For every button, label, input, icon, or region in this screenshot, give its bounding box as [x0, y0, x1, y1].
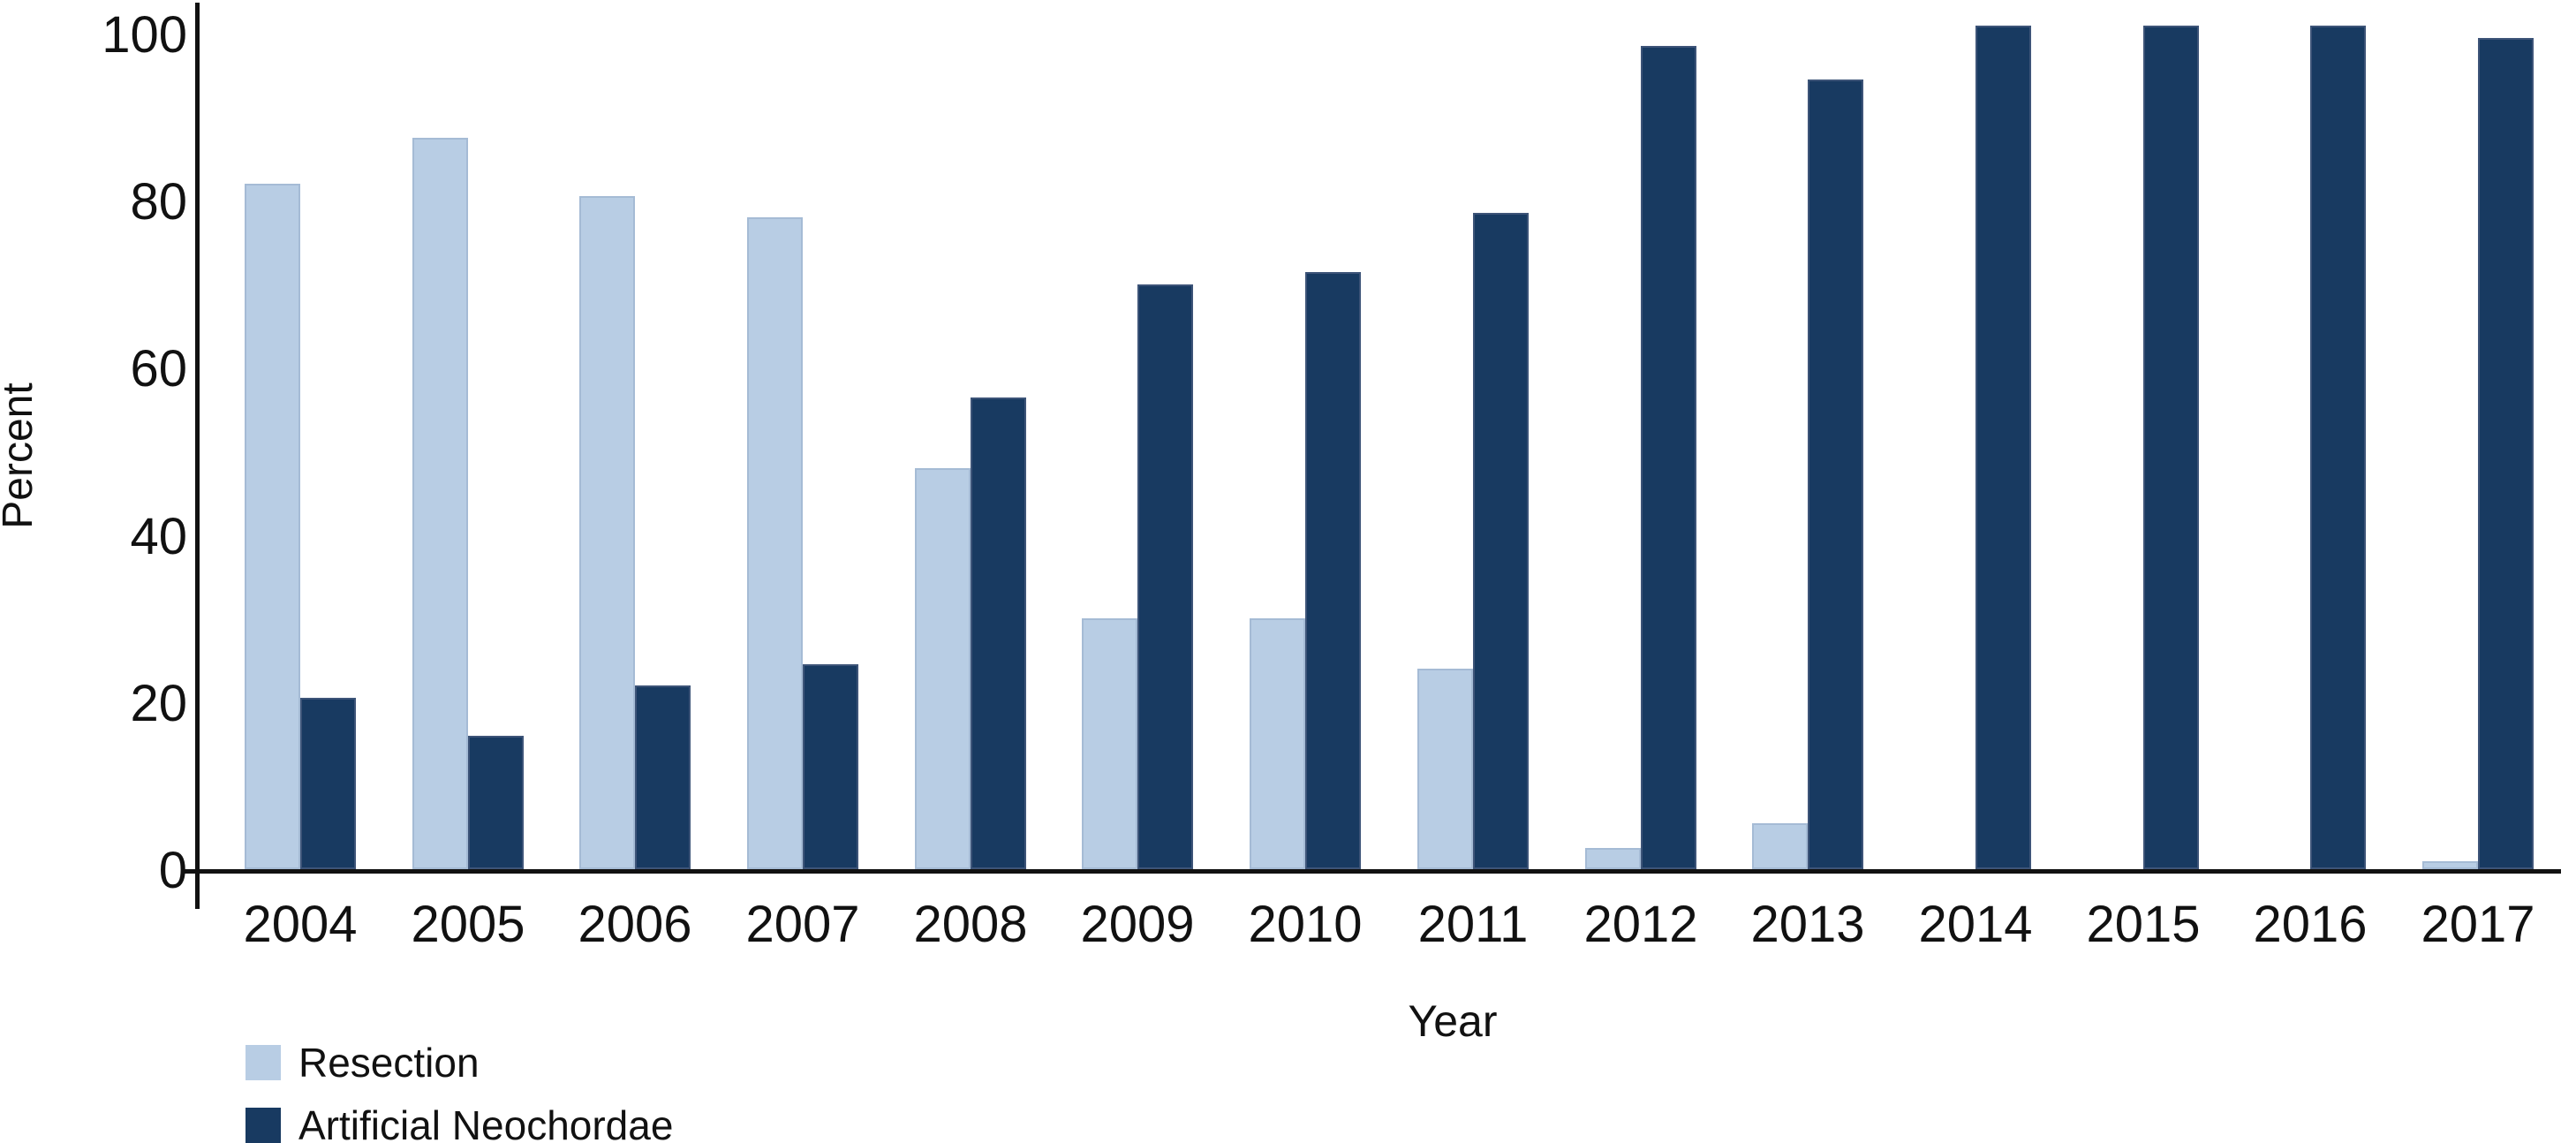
bar-2006-resection [579, 196, 635, 869]
x-tick-label-2014: 2014 [1918, 896, 2033, 953]
y-tick-label-20: 20 [130, 674, 187, 732]
y-tick-label-60: 60 [130, 340, 187, 398]
x-tick-label-2017: 2017 [2421, 896, 2535, 953]
bar-2009-artificial-neochordae [1137, 284, 1193, 869]
bar-2012-artificial-neochordae [1641, 46, 1696, 869]
x-tick-label-2007: 2007 [745, 896, 860, 953]
legend-label-artificial-neochordae: Artificial Neochordae [298, 1102, 674, 1143]
bar-2008-resection [915, 468, 971, 869]
bar-2017-resection [2422, 861, 2478, 869]
x-tick-label-2008: 2008 [913, 896, 1028, 953]
x-tick-label-2011: 2011 [1417, 896, 1529, 953]
x-tick-label-2013: 2013 [1750, 896, 1865, 953]
x-tick-label-2005: 2005 [411, 896, 525, 953]
bar-2011-artificial-neochordae [1473, 213, 1529, 869]
x-tick-label-2006: 2006 [578, 896, 692, 953]
y-tick-label-40: 40 [130, 507, 187, 565]
x-tick-label-2016: 2016 [2253, 896, 2368, 953]
artificial-neochordae-swatch-icon [246, 1108, 281, 1143]
legend-label-resection: Resection [298, 1040, 480, 1086]
bar-2005-artificial-neochordae [468, 736, 524, 869]
bar-2011-resection [1417, 669, 1473, 869]
resection-swatch-icon [246, 1045, 281, 1080]
bar-2015-artificial-neochordae [2143, 26, 2199, 869]
bar-2006-artificial-neochordae [635, 685, 691, 869]
x-axis-line [181, 869, 2561, 874]
x-tick-label-2012: 2012 [1583, 896, 1698, 953]
bar-2007-artificial-neochordae [803, 664, 858, 869]
bar-2009-resection [1082, 618, 1137, 869]
bar-2012-resection [1585, 848, 1641, 869]
x-tick-label-2009: 2009 [1080, 896, 1195, 953]
bar-2017-artificial-neochordae [2478, 38, 2534, 869]
bar-2004-resection [245, 184, 300, 869]
x-tick-label-2010: 2010 [1248, 896, 1363, 953]
bar-2005-resection [412, 138, 468, 869]
y-tick-label-0: 0 [158, 842, 187, 899]
bar-2010-artificial-neochordae [1305, 272, 1361, 869]
bar-2007-resection [747, 217, 803, 869]
legend-item-resection: Resection [246, 1040, 673, 1086]
bar-2004-artificial-neochordae [300, 698, 356, 869]
y-tick-label-80: 80 [130, 173, 187, 231]
bar-2010-resection [1250, 618, 1305, 869]
y-axis-title: Percent [0, 382, 42, 529]
x-tick-label-2004: 2004 [243, 896, 358, 953]
legend: Resection Artificial Neochordae [246, 1040, 674, 1143]
x-tick-label-2015: 2015 [2086, 896, 2201, 953]
y-axis-line [195, 3, 200, 909]
bar-2014-artificial-neochordae [1975, 26, 2031, 869]
legend-item-artificial-neochordae: Artificial Neochordae [246, 1102, 674, 1143]
bar-2016-artificial-neochordae [2310, 26, 2366, 869]
bar-2013-artificial-neochordae [1808, 79, 1863, 869]
x-axis-title: Year [1408, 996, 1498, 1046]
bar-2008-artificial-neochordae [971, 397, 1026, 869]
y-tick-label-100: 100 [102, 6, 187, 64]
bar-2013-resection [1752, 823, 1808, 869]
